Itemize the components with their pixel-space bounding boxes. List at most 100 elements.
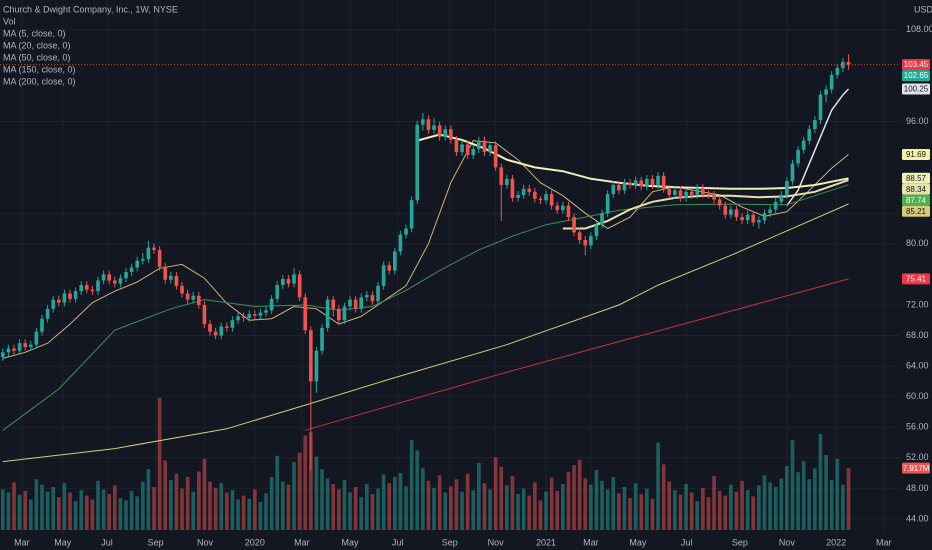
volume-bar <box>549 477 554 530</box>
candle-body <box>449 129 453 140</box>
x-tick-label: Jul <box>392 537 404 547</box>
candle-body <box>191 295 196 300</box>
volume-bar <box>320 469 324 530</box>
volume-bar <box>673 490 677 530</box>
price-label-bg <box>902 148 930 160</box>
volume-bar <box>656 442 660 530</box>
volume-bar <box>572 465 576 530</box>
candle-body <box>460 144 464 153</box>
candle-body <box>583 239 588 246</box>
candle-body <box>264 310 268 313</box>
candle-body <box>247 314 252 318</box>
candle-body <box>370 295 375 302</box>
volume-bar <box>426 480 431 530</box>
candle-body <box>219 326 224 336</box>
legend-entry: MA (50, close, 0) <box>3 52 71 62</box>
volume-bar <box>645 488 649 530</box>
volume-bar <box>292 462 296 530</box>
candle-body <box>437 125 442 137</box>
volume-bar <box>639 494 644 530</box>
volume-bar <box>841 484 845 530</box>
candle-body <box>387 265 392 271</box>
volume-bar <box>409 440 414 530</box>
candle-body <box>6 348 11 353</box>
volume-bar <box>449 486 453 530</box>
candle-body <box>404 228 408 235</box>
candle-body <box>785 181 789 195</box>
volume-bar <box>297 452 302 530</box>
candle-body <box>482 140 487 153</box>
volume-bar <box>561 483 565 530</box>
candle-body <box>773 201 778 210</box>
volume-bar <box>745 490 750 530</box>
volume-bar <box>96 480 100 530</box>
volume-bar <box>6 492 11 530</box>
candle-body <box>135 260 140 268</box>
candle-body <box>807 129 812 141</box>
candle-body <box>667 188 672 195</box>
candle-body <box>303 297 308 331</box>
candle-body <box>729 209 733 215</box>
candle-body <box>577 232 582 240</box>
volume-bar <box>325 478 330 530</box>
legend-entry: MA (200, close, 0) <box>3 76 76 86</box>
candle-body <box>40 318 44 332</box>
candle-body <box>768 209 772 214</box>
volume-bar <box>112 485 117 530</box>
candle-body <box>107 274 112 281</box>
candle-body <box>112 280 117 284</box>
x-tick-label: Mar <box>294 537 310 547</box>
volume-bar <box>180 488 184 530</box>
candle-body <box>561 205 565 211</box>
volume-bar <box>337 489 341 530</box>
candle-body <box>359 297 364 309</box>
volume-bar <box>488 489 492 530</box>
volume-bar <box>40 484 44 530</box>
candle-body <box>168 275 173 280</box>
candle-body <box>337 308 341 321</box>
candle-body <box>157 249 162 267</box>
volume-bar <box>404 486 408 530</box>
ma-line <box>562 179 849 230</box>
volume-bar <box>617 493 621 530</box>
candle-body <box>286 278 291 284</box>
y-tick-label: 96.00 <box>906 116 929 126</box>
y-tick-label: 56.00 <box>906 422 929 432</box>
candle-body <box>0 352 5 357</box>
candle-body <box>673 190 677 195</box>
volume-bar <box>219 483 224 530</box>
candle-body <box>185 293 190 300</box>
volume-bar <box>202 458 207 530</box>
candle-body <box>723 205 728 215</box>
volume-label-bg <box>902 462 930 474</box>
ma-line <box>305 278 849 431</box>
candle-body <box>757 220 761 223</box>
candle-body <box>645 178 649 187</box>
volume-bar <box>213 487 218 530</box>
candle-body <box>292 274 296 284</box>
x-tick-label: Nov <box>197 537 214 547</box>
volume-bar <box>309 432 313 530</box>
candle-body <box>499 167 504 185</box>
volume-bar <box>370 494 375 530</box>
volume-bar <box>432 487 436 530</box>
volume-bar <box>471 490 476 530</box>
candle-body <box>801 140 806 150</box>
volume-bar <box>421 468 425 530</box>
candle-body <box>678 190 683 198</box>
volume-bar <box>801 461 806 530</box>
volume-bar <box>124 500 128 530</box>
volume-bar <box>533 482 537 530</box>
volume-bar <box>824 455 828 530</box>
volume-bar <box>527 495 532 530</box>
volume-bar <box>729 484 733 530</box>
candle-body <box>415 124 420 201</box>
volume-bar <box>314 456 319 530</box>
y-tick-label: 64.00 <box>906 360 929 370</box>
price-label: 91.69 <box>906 150 927 159</box>
volume-bar <box>281 481 285 530</box>
volume-bar <box>813 468 817 530</box>
volume-bar <box>684 483 688 530</box>
candle-body <box>600 213 604 225</box>
volume-bar <box>521 488 526 530</box>
